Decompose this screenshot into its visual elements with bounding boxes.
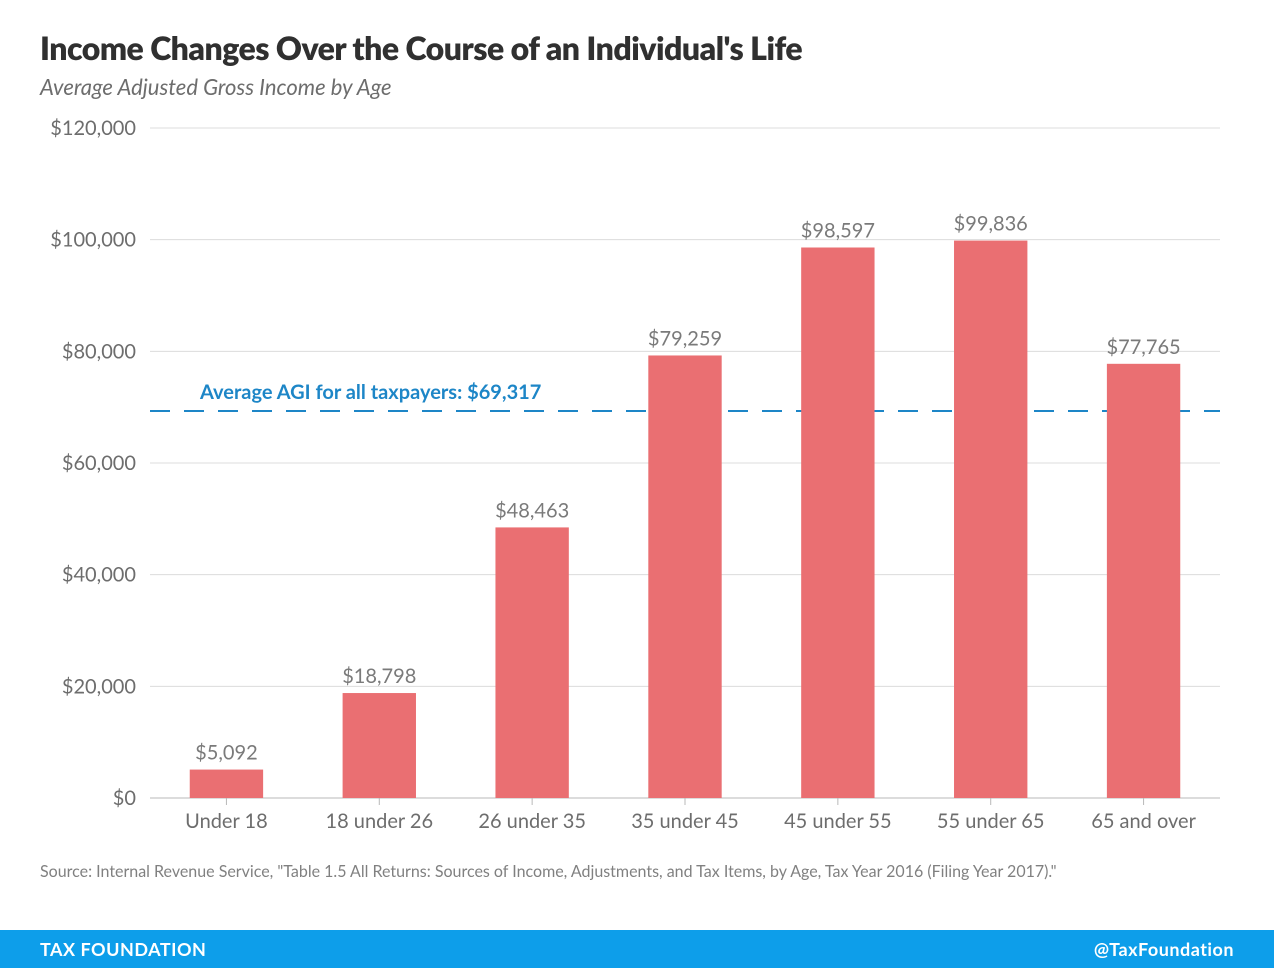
x-axis-category-label: 55 under 65: [937, 809, 1045, 833]
y-axis-tick-label: $20,000: [62, 674, 136, 698]
bar-value-label: $98,597: [801, 219, 875, 243]
bar: [343, 693, 416, 798]
bar-value-label: $79,259: [648, 326, 722, 350]
bar: [1107, 364, 1180, 798]
y-axis-tick-label: $80,000: [62, 339, 136, 363]
footer-handle: @TaxFoundation: [1094, 938, 1234, 960]
bar-value-label: $18,798: [342, 664, 416, 688]
bar: [648, 355, 721, 798]
bar: [495, 527, 568, 798]
bar-value-label: $77,765: [1107, 335, 1181, 359]
x-axis-category-label: 45 under 55: [784, 809, 892, 833]
x-axis-category-label: 65 and over: [1091, 809, 1196, 833]
bar-value-label: $48,463: [495, 498, 569, 522]
bar: [190, 770, 263, 798]
y-axis-tick-label: $40,000: [62, 563, 136, 587]
average-reference-label: Average AGI for all taxpayers: $69,317: [199, 380, 541, 404]
x-axis-category-label: 18 under 26: [325, 809, 433, 833]
source-text: Source: Internal Revenue Service, "Table…: [0, 862, 1274, 881]
bar: [801, 248, 874, 798]
y-axis-tick-label: $60,000: [62, 451, 136, 475]
x-axis-category-label: 35 under 45: [631, 809, 739, 833]
chart-title: Income Changes Over the Course of an Ind…: [40, 28, 1234, 67]
y-axis-tick-label: $120,000: [50, 118, 136, 140]
footer-brand: TAX FOUNDATION: [40, 938, 206, 960]
bar-value-label: $99,836: [954, 212, 1028, 236]
chart-subtitle: Average Adjusted Gross Income by Age: [40, 73, 1234, 100]
x-axis-category-label: Under 18: [185, 809, 268, 833]
x-axis-category-label: 26 under 35: [478, 809, 586, 833]
bar-value-label: $5,092: [195, 741, 258, 765]
y-axis-tick-label: $100,000: [50, 228, 136, 252]
chart-area: $0 $20,000 $40,000 $60,000 $80,000 $100,000 $1…: [40, 118, 1234, 858]
footer-bar: TAX FOUNDATION @TaxFoundation: [0, 930, 1274, 968]
bar-chart-svg: $0 $20,000 $40,000 $60,000 $80,000 $100,000 $1…: [40, 118, 1234, 858]
bar: [954, 241, 1027, 798]
y-axis-tick-label: $0: [113, 786, 136, 810]
